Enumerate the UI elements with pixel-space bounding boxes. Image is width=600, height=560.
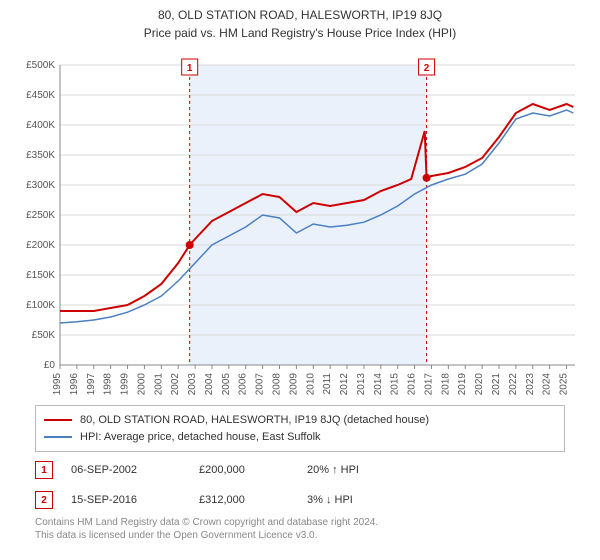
footer-line: This data is licensed under the Open Gov… xyxy=(35,529,565,542)
svg-text:2009: 2009 xyxy=(288,373,299,395)
svg-text:2: 2 xyxy=(424,63,430,74)
svg-text:2008: 2008 xyxy=(272,373,283,395)
svg-text:£50K: £50K xyxy=(32,330,56,341)
price-chart: £0 £50K £100K £150K £200K £250K £300K £350K £400… xyxy=(15,55,585,395)
svg-text:2000: 2000 xyxy=(136,373,147,395)
svg-text:1996: 1996 xyxy=(69,373,80,395)
svg-text:2015: 2015 xyxy=(390,373,401,395)
svg-text:£150K: £150K xyxy=(26,270,55,281)
svg-text:2001: 2001 xyxy=(153,373,164,395)
event-date: 06-SEP-2002 xyxy=(71,464,181,476)
svg-text:1995: 1995 xyxy=(52,373,63,395)
svg-text:2016: 2016 xyxy=(407,373,418,395)
svg-text:1: 1 xyxy=(187,63,193,74)
event-row: 2 15-SEP-2016 £312,000 3% ↓ HPI xyxy=(35,485,565,515)
svg-text:2018: 2018 xyxy=(440,373,451,395)
event-row: 1 06-SEP-2002 £200,000 20% ↑ HPI xyxy=(35,455,565,485)
svg-text:£300K: £300K xyxy=(26,180,55,191)
legend-swatch-red xyxy=(44,419,72,421)
svg-text:2025: 2025 xyxy=(559,373,570,395)
svg-text:2004: 2004 xyxy=(204,373,215,395)
page-subtitle: Price paid vs. HM Land Registry's House … xyxy=(0,22,600,40)
footer-line: Contains HM Land Registry data © Crown c… xyxy=(35,516,565,529)
event-diff: 3% ↓ HPI xyxy=(307,494,397,506)
legend-item-red: 80, OLD STATION ROAD, HALESWORTH, IP19 8… xyxy=(44,412,556,429)
svg-text:£100K: £100K xyxy=(26,300,55,311)
event-price: £312,000 xyxy=(199,494,289,506)
legend-item-blue: HPI: Average price, detached house, East… xyxy=(44,429,556,446)
svg-text:2006: 2006 xyxy=(238,373,249,395)
footer-attribution: Contains HM Land Registry data © Crown c… xyxy=(35,516,565,542)
svg-text:£250K: £250K xyxy=(26,210,55,221)
legend-label: HPI: Average price, detached house, East… xyxy=(80,429,321,446)
event-price: £200,000 xyxy=(199,464,289,476)
svg-text:2002: 2002 xyxy=(170,373,181,395)
event-badge-icon: 2 xyxy=(35,491,53,509)
svg-text:2007: 2007 xyxy=(255,373,266,395)
svg-text:1998: 1998 xyxy=(103,373,114,395)
svg-text:£500K: £500K xyxy=(26,60,55,71)
svg-text:2012: 2012 xyxy=(339,373,350,395)
events-table: 1 06-SEP-2002 £200,000 20% ↑ HPI 2 15-SE… xyxy=(35,455,565,515)
legend: 80, OLD STATION ROAD, HALESWORTH, IP19 8… xyxy=(35,405,565,452)
legend-label: 80, OLD STATION ROAD, HALESWORTH, IP19 8… xyxy=(80,412,429,429)
event-date: 15-SEP-2016 xyxy=(71,494,181,506)
svg-text:2017: 2017 xyxy=(423,373,434,395)
svg-text:2014: 2014 xyxy=(373,373,384,395)
svg-text:1999: 1999 xyxy=(120,373,131,395)
svg-text:2022: 2022 xyxy=(508,373,519,395)
svg-text:2024: 2024 xyxy=(542,373,553,395)
svg-text:2005: 2005 xyxy=(221,373,232,395)
svg-text:2023: 2023 xyxy=(525,373,536,395)
svg-text:2020: 2020 xyxy=(474,373,485,395)
svg-text:2021: 2021 xyxy=(491,373,502,395)
svg-text:£0: £0 xyxy=(44,360,56,371)
svg-text:2010: 2010 xyxy=(305,373,316,395)
svg-text:1997: 1997 xyxy=(86,373,97,395)
event-badge-icon: 1 xyxy=(35,461,53,479)
svg-text:£450K: £450K xyxy=(26,90,55,101)
svg-text:£200K: £200K xyxy=(26,240,55,251)
svg-text:2003: 2003 xyxy=(187,373,198,395)
event-diff: 20% ↑ HPI xyxy=(307,464,397,476)
svg-text:£350K: £350K xyxy=(26,150,55,161)
svg-text:2013: 2013 xyxy=(356,373,367,395)
svg-text:£400K: £400K xyxy=(26,120,55,131)
svg-text:2019: 2019 xyxy=(457,373,468,395)
legend-swatch-blue xyxy=(44,436,72,438)
page-title: 80, OLD STATION ROAD, HALESWORTH, IP19 8… xyxy=(0,0,600,22)
svg-text:2011: 2011 xyxy=(322,373,333,395)
